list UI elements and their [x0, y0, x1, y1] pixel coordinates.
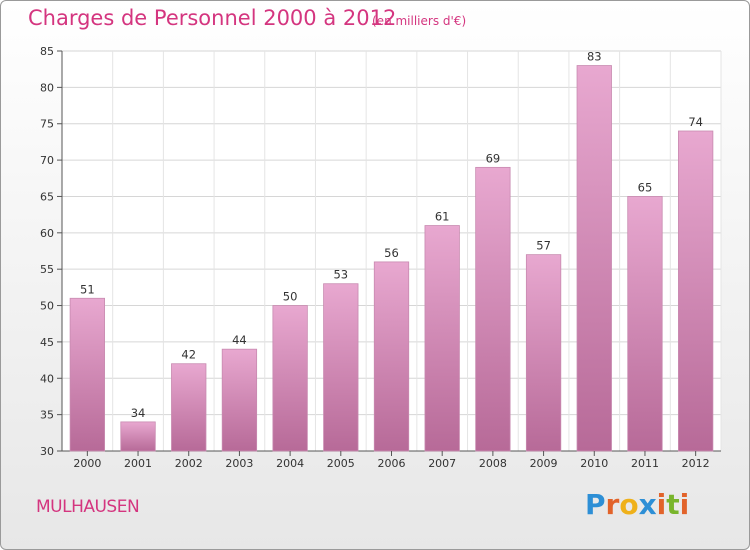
- y-tick-label: 60: [40, 227, 54, 240]
- bar: [272, 305, 308, 452]
- x-tick-label: 2006: [378, 457, 406, 470]
- y-tick-label: 35: [40, 409, 54, 422]
- logo-letter: r: [605, 488, 620, 521]
- x-tick-label: 2004: [276, 457, 304, 470]
- bar-value-label: 57: [536, 239, 551, 253]
- proxiti-logo: Proxiti: [585, 488, 689, 521]
- y-tick-label: 65: [40, 190, 54, 203]
- bar: [171, 363, 207, 452]
- y-tick-label: 45: [40, 336, 54, 349]
- logo-letter: P: [585, 488, 606, 521]
- bar: [678, 130, 714, 452]
- x-tick-label: 2011: [631, 457, 659, 470]
- bar-value-label: 42: [181, 348, 196, 362]
- bar: [525, 254, 562, 452]
- bar-value-label: 69: [486, 151, 501, 165]
- x-tick-label: 2007: [428, 457, 456, 470]
- bar-value-label: 53: [333, 268, 348, 282]
- bar: [424, 225, 460, 452]
- y-tick-label: 40: [40, 372, 54, 385]
- bar-value-label: 83: [587, 50, 602, 64]
- y-tick-label: 80: [40, 81, 54, 94]
- x-tick-label: 2008: [479, 457, 507, 470]
- logo-letter: o: [619, 488, 639, 521]
- x-tick-label: 2001: [124, 457, 152, 470]
- logo-letter: i: [679, 488, 690, 521]
- bar: [120, 421, 156, 452]
- logo-letter: i: [656, 488, 667, 521]
- x-tick-label: 2000: [73, 457, 101, 470]
- logo-letter: t: [666, 488, 680, 521]
- bar-value-label: 65: [638, 180, 653, 194]
- bar: [627, 196, 663, 452]
- bar: [576, 65, 612, 452]
- bar: [323, 283, 359, 452]
- y-tick-label: 50: [40, 300, 54, 313]
- bar: [69, 297, 105, 452]
- bar-value-label: 34: [131, 406, 146, 420]
- bar-value-label: 74: [688, 115, 703, 129]
- bar-value-label: 56: [384, 246, 399, 260]
- chart-title: Charges de Personnel 2000 à 2012: [28, 6, 397, 30]
- x-tick-label: 2009: [530, 457, 558, 470]
- x-tick-label: 2002: [175, 457, 203, 470]
- y-tick-label: 85: [40, 45, 54, 58]
- y-tick-label: 75: [40, 118, 54, 131]
- bar-value-label: 50: [283, 290, 298, 304]
- bar: [221, 348, 258, 452]
- logo-letter: x: [638, 488, 657, 521]
- y-tick-label: 70: [40, 154, 54, 167]
- x-tick-label: 2012: [682, 457, 710, 470]
- bar: [475, 166, 511, 452]
- x-tick-label: 2003: [225, 457, 253, 470]
- y-tick-label: 30: [40, 445, 54, 458]
- bar-value-label: 61: [435, 210, 450, 224]
- bar-value-label: 44: [232, 333, 247, 347]
- x-tick-label: 2010: [580, 457, 608, 470]
- bar: [373, 261, 410, 452]
- city-name: MULHAUSEN: [36, 497, 140, 517]
- x-tick-label: 2005: [327, 457, 355, 470]
- bar-value-label: 51: [80, 282, 95, 296]
- chart-unit: (en milliers d'€): [372, 14, 467, 28]
- y-tick-label: 55: [40, 263, 54, 276]
